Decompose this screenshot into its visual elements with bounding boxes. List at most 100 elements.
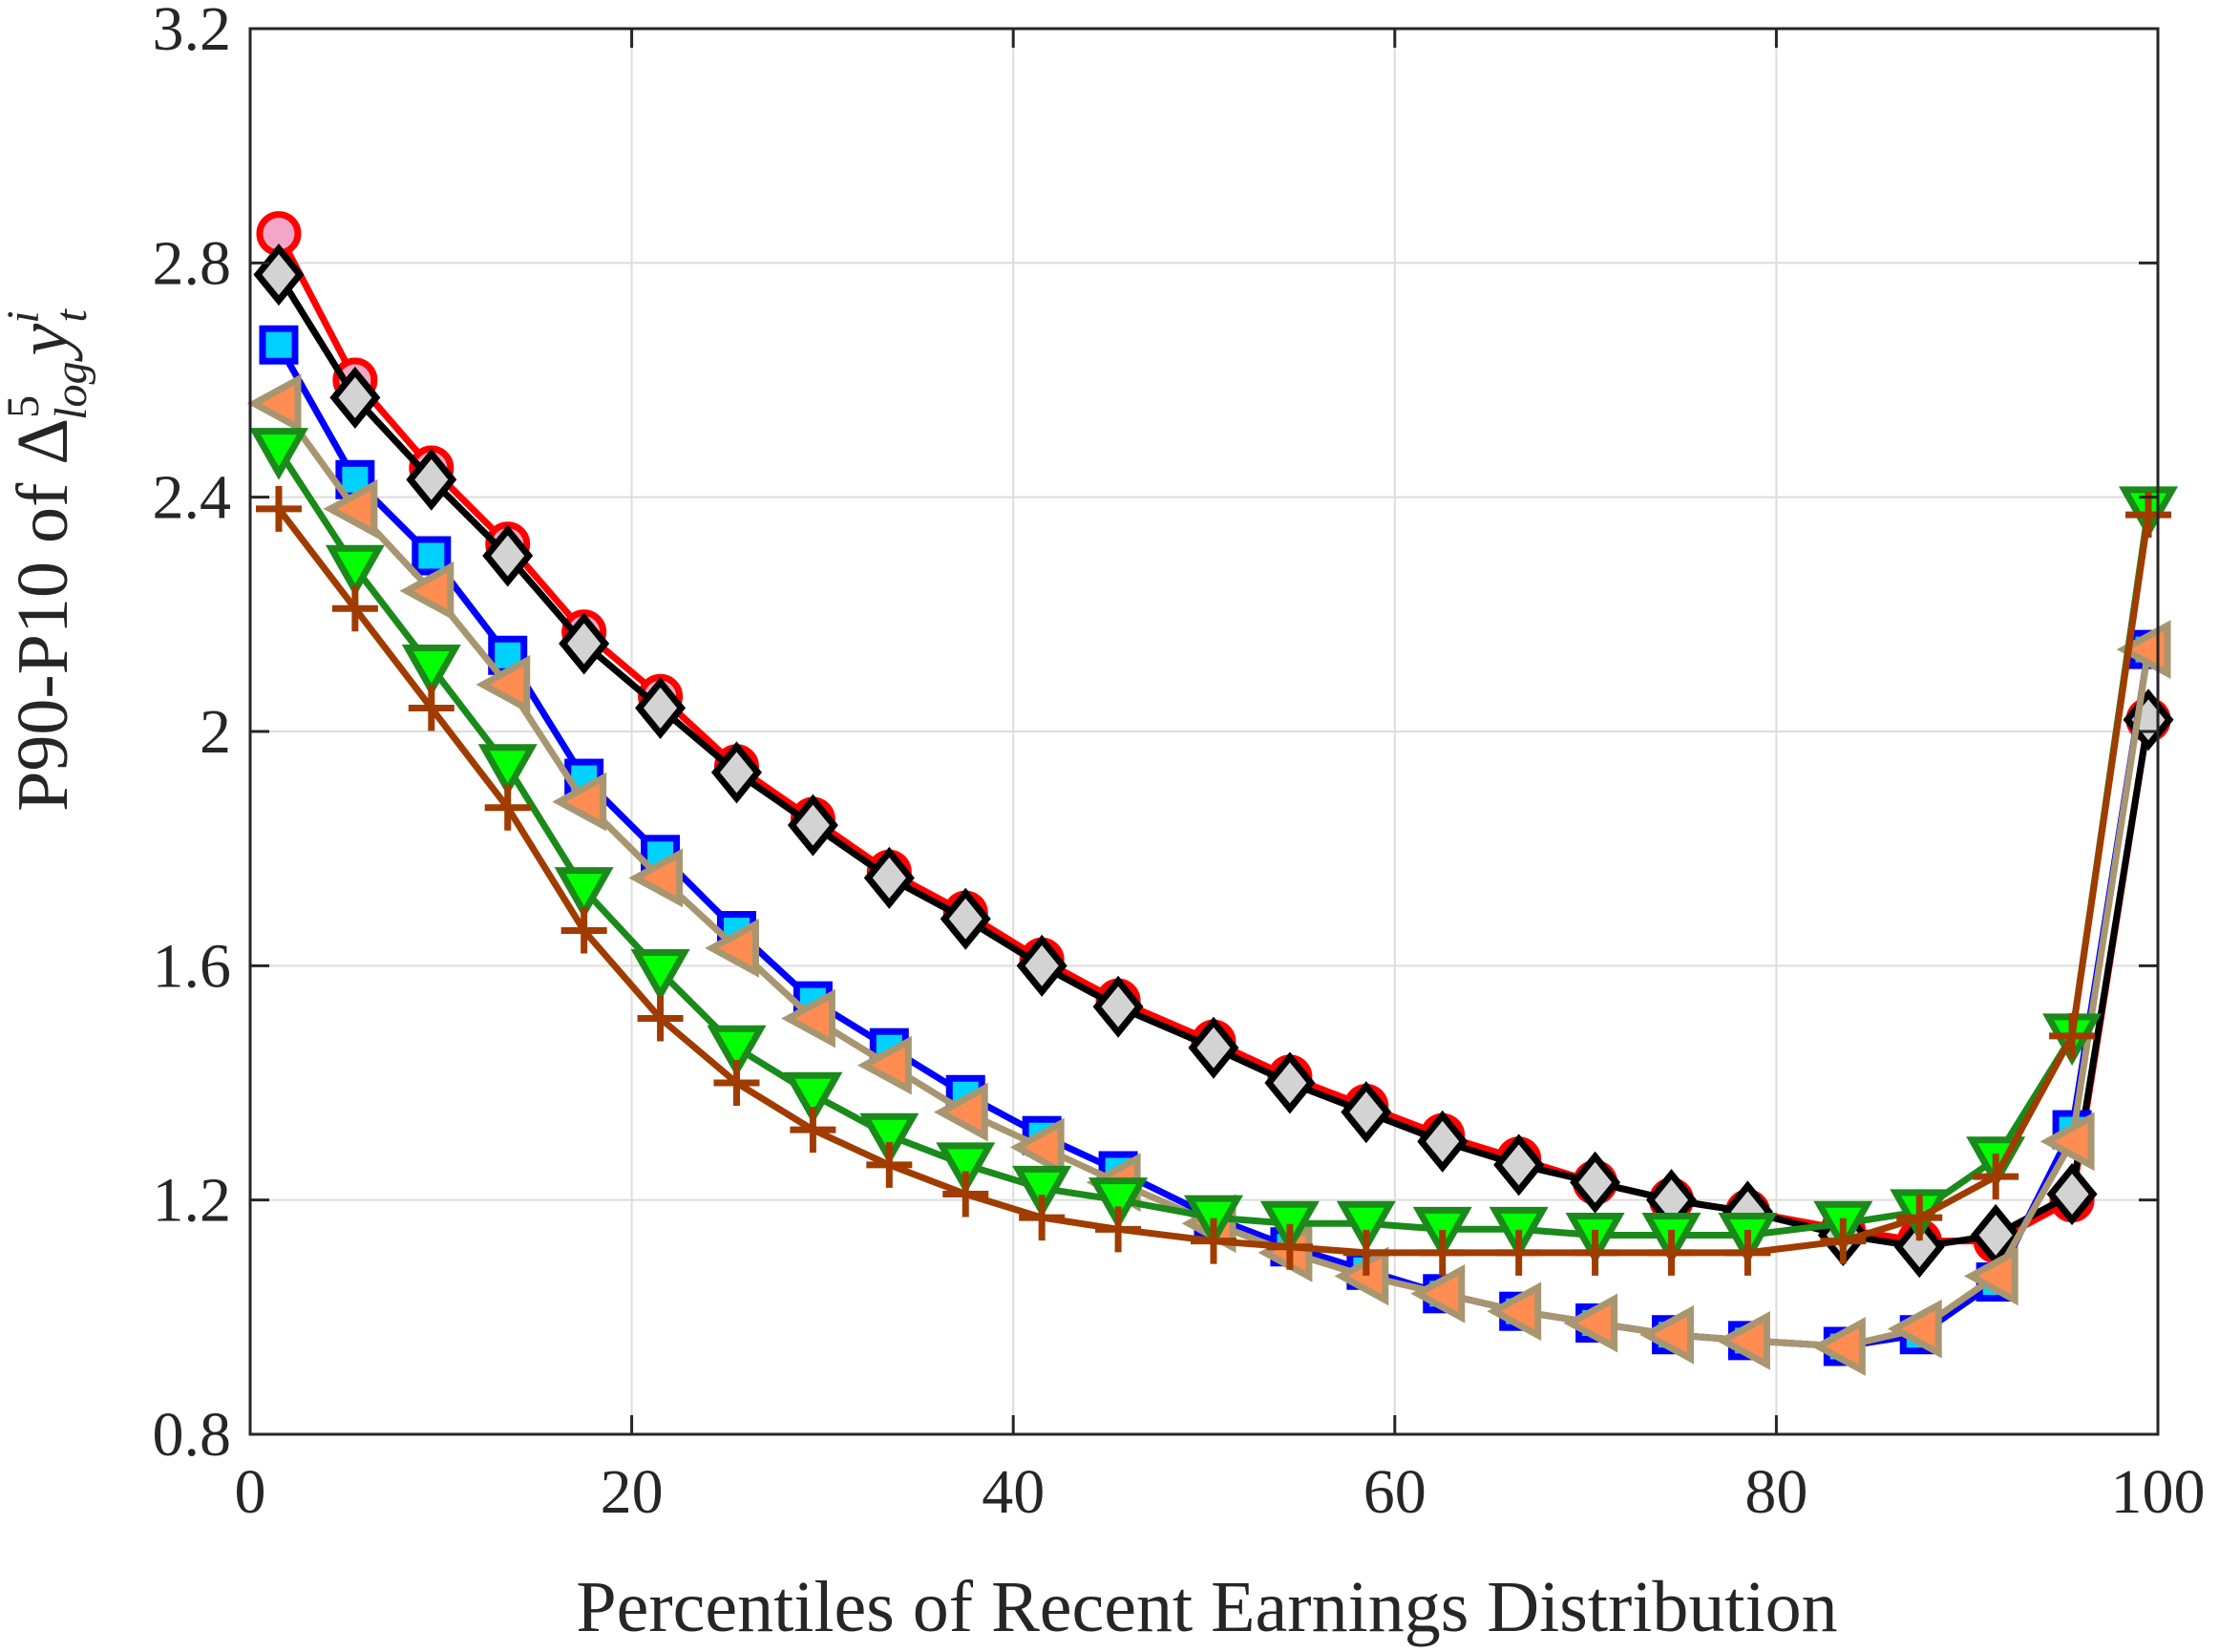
left-triangle-series-point — [2039, 1112, 2095, 1172]
plus-series-point — [942, 1171, 989, 1218]
series-layer — [246, 211, 2179, 1376]
y-axis-label: P90-P10 of Δ5logyit — [0, 307, 96, 811]
y-tick-label: 2 — [200, 697, 231, 767]
plus-series-point — [1973, 1154, 2019, 1200]
diamond-series-point — [1188, 1016, 1239, 1079]
left-triangle-series-point — [246, 373, 302, 434]
left-triangle-series-point — [1811, 1317, 1866, 1376]
down-triangle-series-point — [936, 1142, 996, 1195]
y-tick-label: 2.4 — [153, 463, 232, 533]
plus-series-point — [713, 1060, 760, 1106]
diamond-series-point — [1417, 1110, 1469, 1173]
left-triangle-series-point — [705, 919, 759, 978]
down-triangle-series-point — [1088, 1177, 1149, 1230]
x-tick-label: 80 — [1744, 1457, 1807, 1527]
left-triangle-series-point — [476, 655, 531, 714]
left-triangle-series-point — [1009, 1117, 1065, 1177]
diamond-series-point — [635, 676, 687, 740]
down-triangle-series-point — [859, 1112, 919, 1166]
y-tick-label: 1.2 — [153, 1166, 232, 1236]
plus-series-point — [560, 907, 607, 954]
y-axis-label-sub: log — [46, 362, 96, 420]
diamond-series-point — [1893, 1216, 1945, 1279]
y-tick-label: 1.6 — [153, 931, 232, 1001]
plus-series-point — [1342, 1229, 1389, 1276]
plus-series-point — [484, 784, 531, 831]
x-axis-label: Percentiles of Recent Earnings Distribut… — [576, 1567, 1837, 1647]
diamond-series-point — [482, 524, 534, 587]
plus-series-point — [1572, 1229, 1618, 1276]
left-triangle-series-point — [1716, 1310, 1770, 1370]
y-tick-label: 3.2 — [153, 0, 232, 64]
diamond-series-point — [1264, 1051, 1316, 1114]
left-triangle-series-point — [1487, 1281, 1542, 1342]
x-tick-label: 20 — [601, 1457, 664, 1527]
left-triangle-series-point — [323, 479, 378, 539]
down-triangle-series-point — [1012, 1165, 1072, 1218]
left-triangle-series-point — [552, 772, 607, 832]
left-triangle-series-point — [933, 1082, 988, 1142]
diamond-series-point — [559, 612, 610, 675]
plus-series-point — [1724, 1229, 1771, 1276]
x-tick-label: 100 — [2111, 1457, 2206, 1527]
left-triangle-series-point — [1963, 1246, 2018, 1306]
y-axis-label-var-sub: t — [46, 307, 96, 322]
y-axis-label-var-sup: i — [0, 310, 49, 323]
left-triangle-series-point — [399, 561, 454, 621]
y-axis-label-prefix: P90-P10 of Δ — [3, 418, 83, 812]
axis-ticks — [248, 27, 2160, 1436]
left-triangle-series-point — [1563, 1293, 1618, 1353]
plus-series-point — [1495, 1229, 1542, 1276]
square-series-point — [412, 536, 452, 576]
down-triangle-series-point — [1336, 1200, 1396, 1254]
plus-series-point — [790, 1107, 836, 1154]
plus-series-point — [1266, 1223, 1313, 1270]
down-triangle-series-point — [477, 744, 538, 796]
diamond-series-point — [787, 794, 838, 857]
diamond-series-point — [1092, 975, 1144, 1038]
x-tick-label: 40 — [982, 1457, 1045, 1527]
left-triangle-series-point — [857, 1035, 912, 1095]
diamond-series-point — [940, 887, 991, 950]
left-triangle-series-point — [1887, 1299, 1942, 1359]
diamond-series-point — [1016, 934, 1067, 997]
plus-series-point — [408, 685, 454, 731]
plus-series-point — [1820, 1218, 1867, 1264]
diamond-series-point — [710, 741, 763, 804]
plus-series-point — [331, 585, 378, 632]
y-axis-label-sup: 5 — [0, 395, 49, 418]
left-triangle-series-point — [781, 988, 835, 1048]
x-tick-label: 0 — [235, 1457, 266, 1527]
plus-series-point — [255, 485, 302, 532]
plus-series-point — [1190, 1218, 1236, 1264]
y-tick-labels: 0.8 1.2 1.6 2 2.4 2.8 3.2 — [153, 0, 232, 1470]
plus-series — [255, 485, 2172, 1276]
y-tick-label: 2.8 — [153, 228, 232, 298]
y-tick-label: 0.8 — [153, 1400, 232, 1470]
plus-series-point — [1019, 1195, 1066, 1241]
down-triangle-series-point — [783, 1071, 843, 1125]
down-triangle-series-point — [630, 948, 690, 1002]
x-tick-label: 60 — [1363, 1457, 1426, 1527]
plus-series-point — [1648, 1229, 1695, 1276]
diamond-series-point — [863, 846, 915, 909]
down-triangle-series-point — [248, 428, 308, 480]
diamond-series-point — [1493, 1133, 1545, 1197]
down-triangle-series-point — [707, 1025, 767, 1078]
plus-series-point — [1419, 1229, 1466, 1276]
down-triangle-series — [248, 428, 2179, 1265]
left-triangle-series-point — [1410, 1263, 1466, 1324]
diamond-series-point — [1341, 1081, 1392, 1144]
plus-series-point — [1896, 1195, 1943, 1241]
diamond-series-point — [329, 366, 381, 429]
left-triangle-series-point — [628, 848, 684, 908]
diamond-series — [253, 244, 2174, 1279]
down-triangle-series-point — [554, 867, 614, 920]
left-triangle-series-point — [1639, 1304, 1695, 1365]
diamond-series-point — [2046, 1162, 2098, 1226]
plus-series-point — [637, 995, 684, 1042]
plus-series-point — [2049, 1012, 2096, 1059]
plus-series-line — [276, 506, 2152, 1257]
x-tick-labels: 0 20 40 60 80 100 — [235, 1457, 2206, 1527]
